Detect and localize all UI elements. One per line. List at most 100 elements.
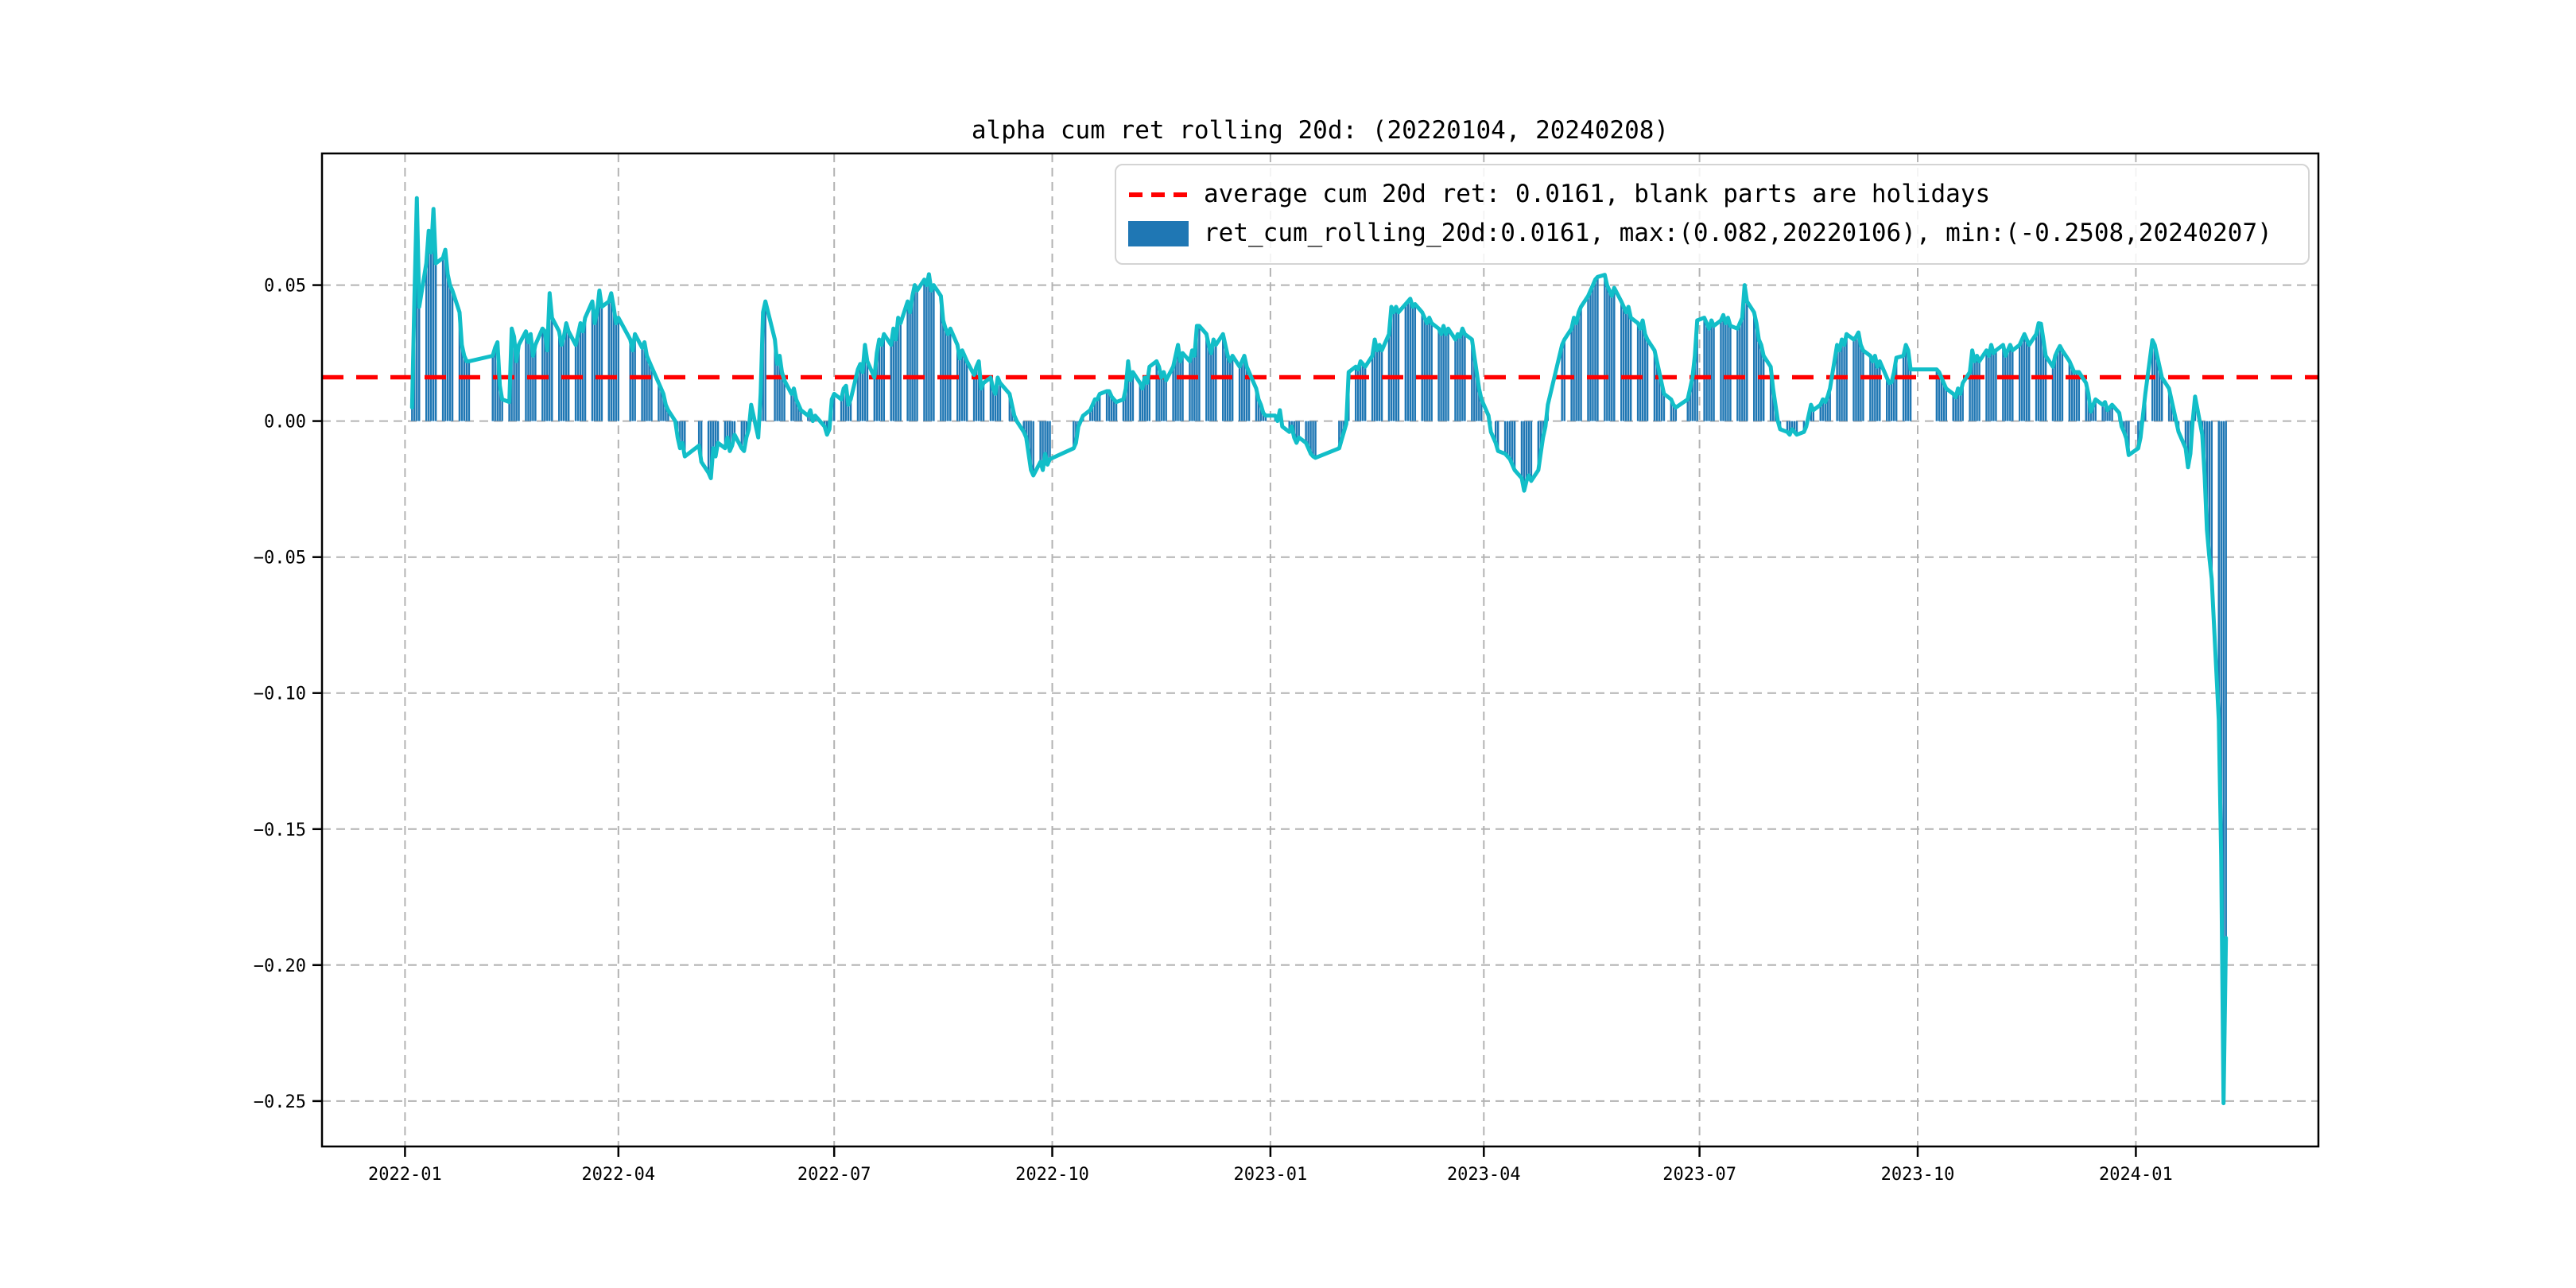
bar: [1298, 421, 1300, 438]
bar: [977, 361, 980, 421]
bar: [1397, 312, 1400, 421]
bar: [942, 320, 945, 421]
bar: [1703, 317, 1705, 421]
bar: [1829, 388, 1831, 421]
bar: [928, 274, 930, 421]
bar: [1198, 325, 1201, 421]
bar: [1589, 290, 1592, 421]
bar: [1245, 367, 1248, 421]
bar: [617, 317, 619, 421]
bar: [856, 369, 859, 421]
bar: [1658, 372, 1661, 421]
x-tick-label: 2023-07: [1662, 1165, 1736, 1185]
bar: [1672, 405, 1675, 421]
bar: [963, 355, 966, 421]
bar: [1696, 320, 1698, 421]
bar: [1739, 323, 1741, 421]
bar: [795, 399, 797, 421]
bar: [1098, 394, 1101, 421]
bar: [1795, 421, 1798, 435]
bar: [861, 372, 864, 421]
bar: [844, 386, 848, 421]
bar: [1359, 361, 1362, 421]
bar: [465, 361, 468, 421]
bar: [1240, 361, 1243, 421]
bar: [1148, 367, 1151, 421]
bar: [2019, 344, 2021, 421]
bar: [2128, 421, 2130, 456]
bar: [1226, 355, 1229, 421]
bar: [1096, 399, 1099, 421]
bar: [965, 361, 968, 421]
bar: [740, 421, 743, 448]
bar: [783, 380, 786, 421]
bar: [1539, 421, 1542, 454]
bar: [1693, 355, 1696, 421]
bar: [650, 367, 653, 421]
bar: [1231, 355, 1234, 421]
bar: [1174, 355, 1177, 421]
bar: [1259, 405, 1263, 421]
bar: [665, 405, 667, 421]
bar: [1191, 350, 1193, 421]
bar: [1537, 421, 1540, 471]
bar: [776, 363, 778, 421]
bar: [2061, 350, 2064, 421]
bar: [1189, 361, 1191, 421]
bar: [446, 274, 449, 421]
bar: [1454, 339, 1457, 421]
bar: [1824, 402, 1826, 421]
bar: [1907, 350, 1910, 421]
bar: [615, 323, 618, 421]
bar: [551, 317, 553, 421]
bar: [1876, 367, 1879, 421]
bar: [1146, 382, 1149, 421]
bar: [1872, 361, 1874, 421]
bar: [1952, 394, 1954, 421]
bar: [2089, 411, 2092, 421]
x-tick-label: 2024-01: [2099, 1165, 2173, 1185]
bar: [2222, 421, 2225, 1104]
bar: [807, 415, 809, 421]
bar: [667, 409, 669, 421]
bar: [1523, 421, 1526, 491]
bar: [463, 355, 466, 421]
bar: [2051, 367, 2054, 421]
bar: [1710, 320, 1713, 421]
bar: [1793, 421, 1796, 433]
bar: [1909, 369, 1912, 421]
bar: [1620, 301, 1623, 421]
bar: [2025, 339, 2028, 421]
bar: [2123, 421, 2125, 433]
bar: [549, 293, 551, 421]
bar: [451, 290, 454, 421]
chart-title: alpha cum ret rolling 20d: (20220104, 20…: [971, 116, 1670, 145]
bar: [2012, 350, 2014, 421]
bar: [1089, 409, 1092, 421]
bar: [916, 290, 918, 421]
bar: [1802, 421, 1806, 433]
bar: [1361, 363, 1364, 421]
bar: [1888, 382, 1891, 421]
bar: [1662, 394, 1666, 421]
bar: [432, 208, 435, 421]
bar: [1771, 388, 1775, 421]
bar: [1355, 367, 1357, 421]
bar: [525, 331, 527, 421]
bar: [610, 293, 613, 421]
bar: [2075, 372, 2078, 421]
bar: [1073, 421, 1075, 448]
bar: [1091, 405, 1094, 421]
bar: [1112, 399, 1115, 421]
bar: [1727, 317, 1729, 421]
bar: [600, 306, 603, 421]
bar: [1525, 421, 1528, 481]
bar: [1364, 367, 1367, 421]
bar: [726, 421, 729, 438]
bar: [1759, 344, 1763, 421]
bar: [1179, 361, 1181, 421]
bar: [1312, 421, 1314, 457]
bar: [840, 399, 843, 421]
bar: [1430, 323, 1433, 421]
